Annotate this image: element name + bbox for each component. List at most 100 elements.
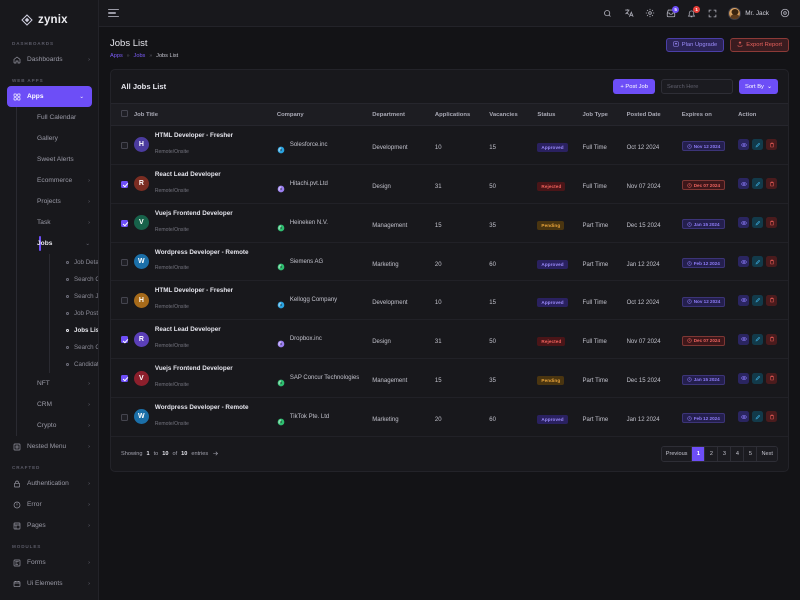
eye-icon[interactable] (738, 411, 750, 423)
sidebar-item-ecommerce[interactable]: Ecommerce › (33, 170, 98, 191)
pagination[interactable]: Previous 1 2 3 4 5 Next (660, 445, 778, 462)
sidebar-item-jobs[interactable]: Jobs ⌄ (33, 233, 98, 254)
settings-cog-icon[interactable] (779, 8, 790, 19)
trash-icon[interactable] (766, 411, 778, 423)
sidebar-item-job-post[interactable]: Job Post (66, 305, 98, 322)
table-row[interactable]: W Wordpress Developer - Remote Remote/On… (111, 242, 788, 282)
trash-icon[interactable] (766, 178, 778, 190)
row-checkbox[interactable] (121, 180, 128, 188)
sidebar-item-nft[interactable]: NFT › (33, 373, 98, 394)
sidebar-item-search-jobs[interactable]: Search Jobs (66, 288, 98, 305)
trash-icon[interactable] (766, 294, 778, 306)
pagination-page-4[interactable]: 4 (731, 446, 745, 461)
sidebar-item-apps[interactable]: Apps ⌄ (7, 86, 92, 107)
eye-icon[interactable] (738, 372, 750, 384)
column-company[interactable]: Company (276, 103, 373, 126)
pagination-page-5[interactable]: 5 (744, 446, 758, 461)
column-department[interactable]: Department (372, 103, 435, 126)
table-row[interactable]: R React Lead Developer Remote/Onsite Hit… (111, 164, 788, 204)
trash-icon[interactable] (766, 372, 778, 384)
pagination-page-3[interactable]: 3 (718, 446, 732, 461)
table-row[interactable]: R React Lead Developer Remote/Onsite Dro… (111, 319, 788, 360)
sidebar-item-full-calendar[interactable]: Full Calendar (33, 107, 98, 128)
column-vacancies[interactable]: Vacancies (489, 103, 538, 126)
hamburger-icon[interactable] (108, 9, 119, 17)
sidebar-item-error[interactable]: Error › (0, 494, 98, 515)
breadcrumb-apps[interactable]: Apps (110, 53, 123, 59)
column-posted-date[interactable]: Posted Date (626, 103, 682, 126)
sidebar-item-advanced-ui[interactable]: Advanced UI › (0, 594, 98, 600)
sidebar-item-forms[interactable]: Forms › (0, 552, 98, 573)
sidebar-item-ui-elements[interactable]: Ui Elements › (0, 573, 98, 594)
sidebar-item-sweet-alerts[interactable]: Sweet Alerts (33, 149, 98, 170)
row-checkbox[interactable] (121, 375, 128, 383)
column-applications[interactable]: Applications (434, 103, 490, 126)
row-checkbox[interactable] (121, 141, 128, 149)
sidebar[interactable]: zynix DASHBOARDS Dashboards › WEB APPS A… (0, 0, 99, 600)
eye-icon[interactable] (738, 294, 750, 306)
trash-icon[interactable] (766, 217, 778, 229)
pencil-icon[interactable] (752, 333, 764, 345)
plan-upgrade-button[interactable]: Plan Upgrade (665, 38, 725, 52)
sidebar-item-crypto[interactable]: Crypto › (33, 415, 98, 436)
pencil-icon[interactable] (752, 139, 764, 151)
sidebar-item-crm[interactable]: CRM › (33, 394, 98, 415)
pencil-icon[interactable] (752, 294, 764, 306)
eye-icon[interactable] (738, 178, 750, 190)
pagination-next[interactable]: Next (757, 446, 777, 461)
pagination-page-2[interactable]: 2 (705, 446, 719, 461)
fullscreen-icon[interactable] (707, 8, 718, 19)
table-row[interactable]: H HTML Developer - Fresher Remote/Onsite… (111, 125, 788, 165)
pencil-icon[interactable] (752, 217, 764, 229)
eye-icon[interactable] (738, 217, 750, 229)
pagination-page-1[interactable]: 1 (692, 446, 706, 461)
row-checkbox[interactable] (121, 413, 128, 421)
sidebar-item-projects[interactable]: Projects › (33, 191, 98, 212)
sidebar-item-gallery[interactable]: Gallery (33, 128, 98, 149)
inbox-icon[interactable]: 5 (665, 5, 680, 19)
select-all-checkbox[interactable] (121, 110, 128, 117)
table-row[interactable]: W Wordpress Developer - Remote Remote/On… (111, 397, 788, 437)
table-row[interactable]: V Vuejs Frontend Developer Remote/Onsite… (111, 203, 788, 243)
sidebar-item-authentication[interactable]: Authentication › (0, 473, 98, 494)
row-checkbox[interactable] (121, 219, 128, 227)
bell-icon[interactable]: 1 (686, 5, 701, 19)
breadcrumb-jobs[interactable]: Jobs (133, 53, 146, 59)
row-checkbox[interactable] (121, 297, 128, 305)
user-menu[interactable]: Mr. Jack (728, 6, 769, 20)
sidebar-item-candidate-details[interactable]: Candidate Details (66, 356, 98, 373)
sidebar-item-dashboards[interactable]: Dashboards › (0, 49, 98, 70)
sidebar-item-search-candidate[interactable]: Search Candidate (66, 339, 98, 356)
eye-icon[interactable] (738, 256, 750, 267)
arrow-right-icon[interactable] (212, 450, 219, 457)
sidebar-item-task[interactable]: Task › (33, 212, 98, 233)
trash-icon[interactable] (766, 256, 778, 267)
column-job-title[interactable]: Job Title (133, 103, 277, 126)
pencil-icon[interactable] (752, 372, 764, 384)
brand-logo[interactable]: zynix (0, 6, 98, 33)
trash-icon[interactable] (766, 139, 778, 151)
pagination-previous[interactable]: Previous (661, 446, 693, 461)
column-job-type[interactable]: Job Type (582, 103, 627, 126)
table-row[interactable]: V Vuejs Frontend Developer Remote/Onsite… (111, 358, 788, 399)
search-icon[interactable] (602, 8, 613, 19)
table-row[interactable]: H HTML Developer - Fresher Remote/Onsite… (111, 280, 788, 321)
pencil-icon[interactable] (752, 256, 764, 267)
post-job-button[interactable]: + Post Job (613, 79, 655, 94)
pencil-icon[interactable] (752, 411, 764, 423)
sidebar-item-search-company[interactable]: Search Company (66, 271, 98, 288)
translate-icon[interactable] (623, 8, 634, 19)
sidebar-item-pages[interactable]: Pages › (0, 515, 98, 536)
sidebar-item-job-details[interactable]: Job Details (66, 254, 98, 271)
eye-icon[interactable] (738, 333, 750, 345)
gear-icon[interactable] (644, 8, 655, 19)
trash-icon[interactable] (766, 333, 778, 345)
eye-icon[interactable] (738, 139, 750, 151)
row-checkbox[interactable] (121, 336, 128, 344)
column-expires-on[interactable]: Expires on (681, 103, 739, 126)
column-status[interactable]: Status (537, 103, 583, 126)
pencil-icon[interactable] (752, 178, 764, 190)
sidebar-item-jobs-list[interactable]: Jobs List (66, 322, 98, 339)
row-checkbox[interactable] (121, 258, 128, 266)
search-input[interactable] (660, 79, 733, 94)
